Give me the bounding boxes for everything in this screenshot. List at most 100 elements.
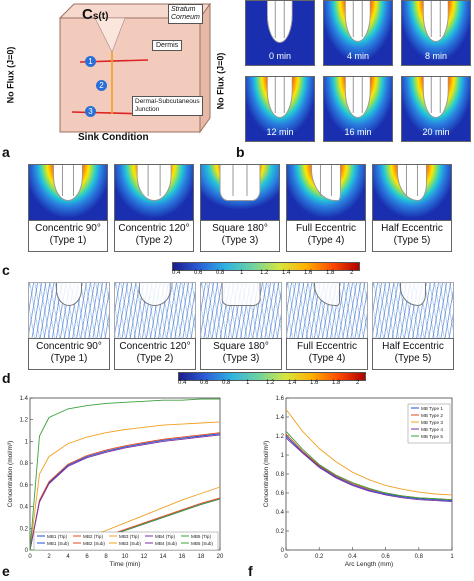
panel-letter-c: c	[2, 262, 10, 278]
caption-type: (Type 4)	[308, 353, 346, 364]
caption-name: Concentric 120°	[119, 341, 191, 352]
no-flux-right-label: No Flux (J=0)	[215, 52, 226, 110]
x-tick-label: 1	[450, 554, 454, 560]
chart-f: 0 0.2 0.4 0.6 0.8 1 0 0.2 0.4 0.6 0.8 1 1.2 1.4 1.6 Arc…	[263, 396, 454, 568]
streamline-type-5	[372, 282, 454, 340]
y-tick-label: 1	[25, 439, 29, 445]
cb-tick: 0.4	[172, 270, 181, 276]
no-flux-left-label: No Flux (J=0)	[5, 46, 16, 104]
cb-tick: 0.8	[222, 380, 231, 386]
legend-entry: MB5 (Sub)	[191, 541, 213, 546]
streamline-type-3	[200, 282, 282, 340]
cb-tick: 1	[240, 270, 244, 276]
heatmap-type-4	[286, 164, 366, 222]
caption-name: Half Eccentric	[381, 223, 443, 234]
caption-name: Half Eccentric	[382, 341, 444, 352]
caption-type-5: Half Eccentric (Type 5)	[372, 220, 452, 252]
y-tick-label: 0.2	[276, 529, 285, 535]
series-line-4	[285, 437, 453, 503]
panel-letter-f: f	[248, 563, 253, 579]
y-tick-label: 0.8	[276, 472, 285, 478]
x-tick-label: 0.6	[381, 554, 390, 560]
colorbar-c	[172, 262, 360, 271]
cb-tick: 0.4	[178, 380, 187, 386]
panel-letter-e: e	[2, 563, 10, 579]
x-tick-label: 0	[28, 554, 32, 560]
panel-letter-d: d	[2, 370, 11, 386]
legend-entry: MB2 (Sub)	[83, 541, 105, 546]
caption-d-type-2: Concentric 120° (Type 2)	[114, 338, 196, 370]
x-tick-label: 0.4	[348, 554, 357, 560]
time-label: 4 min	[346, 51, 369, 61]
x-tick-label: 12	[141, 554, 148, 560]
caption-type: (Type 3)	[221, 235, 259, 246]
caption-type-1: Concentric 90° (Type 1)	[28, 220, 108, 252]
cb-tick: 1.8	[326, 270, 335, 276]
caption-type: (Type 4)	[307, 235, 345, 246]
legend-entry: MB Type 2	[421, 413, 443, 418]
series-line-7	[29, 434, 221, 551]
y-tick-label: 0	[281, 548, 285, 554]
panel-b-grid: 0 min 4 min 8 min 12 min 16 min 20 min	[245, 0, 474, 146]
streamline-type-4	[286, 282, 368, 340]
heatmap-type-1	[28, 164, 108, 222]
x-tick-label: 4	[66, 554, 70, 560]
cb-tick: 1.6	[310, 380, 319, 386]
y-tick-label: 1.2	[20, 418, 29, 424]
heatmap-0min: 0 min	[245, 0, 315, 66]
y-tick-label: 0.8	[20, 461, 29, 467]
y-tick-label: 0.4	[20, 505, 29, 511]
chart-e: 0 2 4 6 8 10 12 14 16 18 20 0 0.2 0.4 0.6 0.8 1 1.2 1.4 Tim…	[7, 396, 224, 568]
legend-entry: MB2 (Tip)	[83, 534, 103, 539]
cs-label: Cs(t)	[82, 6, 109, 23]
x-tick-label: 14	[160, 554, 167, 560]
heatmap-20min: 20 min	[401, 76, 471, 142]
caption-type: (Type 3)	[222, 353, 260, 364]
cb-tick: 1.8	[332, 380, 341, 386]
legend-entry: MB4 (Sub)	[155, 541, 177, 546]
caption-name: Square 180°	[212, 223, 268, 234]
marker-3: 3	[85, 106, 96, 117]
cb-tick: 1.4	[282, 270, 291, 276]
panel-a-schematic: Cs(t) Stratum Corneum Dermis Dermal-Subc…	[0, 0, 236, 148]
x-axis-label: Time (min)	[110, 561, 141, 568]
time-label: 0 min	[268, 51, 291, 61]
cb-tick: 1.2	[266, 380, 275, 386]
caption-name: Square 180°	[213, 341, 269, 352]
y-axis-label: Concentration (mol/m³)	[263, 441, 270, 507]
x-tick-label: 0.8	[415, 554, 424, 560]
y-tick-label: 1	[281, 453, 285, 459]
caption-type: (Type 1)	[50, 353, 88, 364]
y-tick-label: 1.4	[276, 415, 285, 421]
streamline-type-1	[28, 282, 110, 340]
series-line-5	[29, 421, 221, 551]
x-tick-label: 0.2	[315, 554, 324, 560]
legend-entry: MB Type 4	[421, 427, 443, 432]
heatmap-4min: 4 min	[323, 0, 393, 66]
legend-entry: MB Type 1	[421, 406, 443, 411]
caption-name: Full Eccentric	[296, 341, 357, 352]
legend-entry: MB Type 3	[421, 420, 443, 425]
legend-entry: MB1 (Tip)	[47, 534, 67, 539]
legend-entry: MB Type 5	[421, 434, 443, 439]
caption-name: Concentric 90°	[36, 341, 102, 352]
legend-entry: MB1 (Sub)	[47, 541, 69, 546]
panel-d-row: Concentric 90° (Type 1) Concentric 120° (T…	[28, 282, 474, 374]
heatmap-type-2	[114, 164, 194, 222]
series-line-5	[285, 430, 453, 501]
cb-tick: 1.2	[260, 270, 269, 276]
time-label: 16 min	[344, 127, 372, 137]
series-line-9	[29, 398, 220, 551]
y-tick-label: 0	[25, 548, 29, 554]
junction-label: Dermal-Subcutaneous Junction	[132, 96, 203, 116]
colorbar-c-ticks: 0.4 0.6 0.8 1 1.2 1.4 1.6 1.8 2	[172, 270, 360, 278]
caption-d-type-1: Concentric 90° (Type 1)	[28, 338, 110, 370]
caption-type: (Type 2)	[135, 235, 173, 246]
cb-tick: 0.6	[194, 270, 203, 276]
x-tick-label: 2	[47, 554, 51, 560]
caption-type-3: Square 180° (Type 3)	[200, 220, 280, 252]
heatmap-12min: 12 min	[245, 76, 315, 142]
series-line-3	[285, 409, 453, 496]
caption-type: (Type 5)	[394, 353, 432, 364]
series-line-1	[29, 433, 221, 551]
